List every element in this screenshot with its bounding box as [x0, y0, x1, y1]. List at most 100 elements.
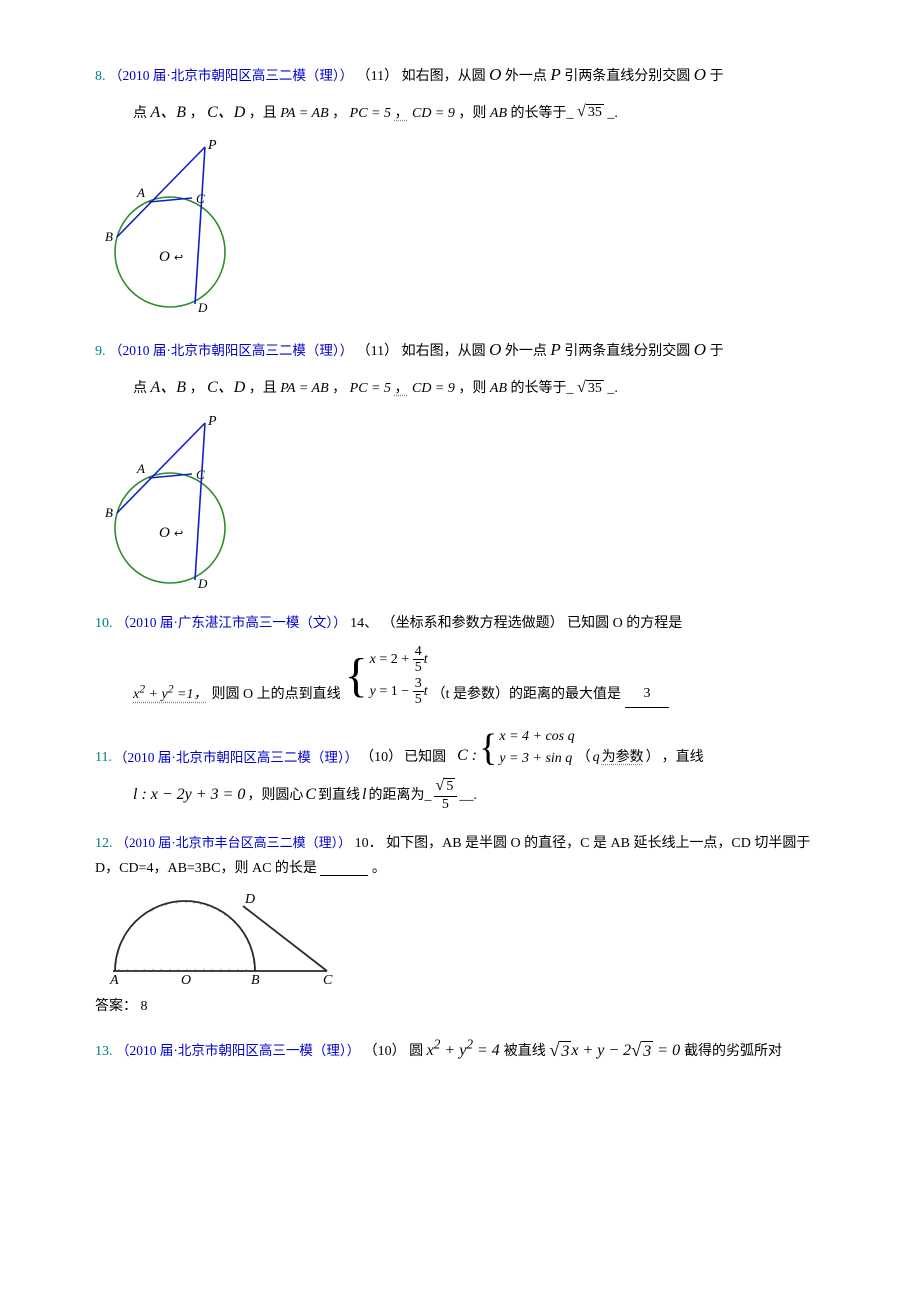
svg-text:D: D [244, 892, 255, 907]
problem-11-line2: l : x − 2y + 3 = 0 ，则圆心 C 到直线 l 的距离为_ √5… [95, 778, 830, 812]
svg-text:↩: ↩ [174, 528, 183, 540]
problem-12-answer: 答案： 8 [95, 994, 830, 1019]
text: ，且 [249, 381, 277, 396]
var-C: C [305, 781, 316, 810]
problem-8: 8. （2010 届·北京市朝阳区高三二模（理）） （11） 如右图，从圆 O … [95, 60, 830, 317]
text: 。 [372, 861, 386, 876]
text: ，且 [249, 106, 277, 121]
problem-9: 9. （2010 届·北京市朝阳区高三二模（理）） （11） 如右图，从圆 O … [95, 335, 830, 592]
text: 为参数 [602, 745, 644, 770]
answer-blank [320, 861, 368, 876]
problem-source: （2010 届·北京市丰台区高三二模（理）） [116, 835, 351, 850]
var-O: O [489, 65, 501, 84]
var-O: O [489, 340, 501, 359]
eq-CD: CD = 9 [412, 381, 455, 396]
svg-text:B: B [105, 505, 113, 520]
eq-PA-AB: PA = AB [280, 381, 328, 396]
text: _. [607, 106, 618, 121]
param-q: q [593, 745, 600, 770]
circle-secants-svg: P A B C D O ↩ [95, 413, 255, 593]
svg-text:A: A [136, 185, 145, 200]
svg-text:C: C [323, 973, 333, 986]
question-number: 10． [355, 836, 383, 851]
question-number: 14、 [350, 616, 378, 631]
problem-12-line1: 12. （2010 届·北京市丰台区高三二模（理）） 10． 如下图，AB 是半… [95, 831, 830, 881]
text: ， [332, 106, 346, 121]
parametric-line-system: { x = 2 + 45t y = 1 − 35t [345, 644, 428, 708]
var-AB: AB [490, 106, 507, 121]
problem-source: （2010 届·北京市朝阳区高三二模（理）） [109, 68, 353, 83]
text: 于 [710, 344, 724, 359]
text: 则圆 O 上的点到直线 [212, 682, 341, 707]
problem-number: 9. [95, 344, 106, 359]
problem-11: 11. （2010 届·北京市朝阳区高三二模（理）） （10） 已知圆 C : … [95, 726, 830, 813]
text: ， [190, 381, 204, 396]
text: 点 [133, 106, 147, 121]
text: 如右图，从圆 [402, 69, 486, 84]
text: __. [459, 783, 477, 808]
text: 的距离为_ [369, 783, 432, 808]
question-number: （11） [357, 69, 398, 84]
question-number: （11） [357, 344, 398, 359]
text: 外一点 [505, 69, 551, 84]
problem-8-line2: 点 A、B ， C、D ，且 PA = AB ， PC = 5 ， CD = 9… [95, 99, 830, 128]
text: ，则 [458, 106, 486, 121]
points-CD: C、D [207, 379, 245, 396]
answer-value: 8 [141, 999, 148, 1014]
points-AB: A、B [151, 379, 187, 396]
figure-circle-secants-9: P A B C D O ↩ [95, 413, 830, 593]
text: ，则 [458, 381, 486, 396]
svg-text:↩: ↩ [174, 252, 183, 264]
text: 圆 [409, 1044, 423, 1059]
svg-text:A: A [109, 973, 119, 986]
answer-sqrt35: √35 [577, 104, 604, 122]
eq-PC: PC = 5 [350, 381, 391, 396]
svg-text:C: C [196, 191, 205, 206]
answer-blank: 3 [625, 681, 669, 707]
var-O: O [694, 340, 706, 359]
question-number: （10） [360, 745, 402, 770]
topic-tag: （坐标系和参数方程选做题） [382, 616, 564, 631]
svg-text:O: O [181, 973, 191, 986]
problem-13: 13. （2010 届·北京市朝阳区高三一模（理）） （10） 圆 x2 + y… [95, 1037, 830, 1066]
text: ，则圆心 [247, 783, 303, 808]
semicircle-svg: A O B C D [95, 891, 345, 986]
answer-label: 答案： [95, 999, 137, 1014]
eq-line: √3x + y − 2√3 = 0 [549, 1042, 684, 1059]
text: ， [190, 106, 204, 121]
text: 外一点 [505, 344, 551, 359]
svg-text:D: D [197, 300, 208, 315]
text: 引两条直线分别交圆 [564, 69, 690, 84]
points-AB: A、B [151, 104, 187, 121]
problem-source: （2010 届·北京市朝阳区高三二模（理）） [109, 343, 353, 358]
problem-number: 10. [95, 616, 113, 631]
problem-source: （2010 届·北京市朝阳区高三一模（理）） [116, 1043, 360, 1058]
text: ， [394, 106, 408, 121]
problem-8-line1: 8. （2010 届·北京市朝阳区高三二模（理）） （11） 如右图，从圆 O … [95, 60, 830, 91]
text: （ [577, 745, 591, 770]
var-P: P [550, 340, 560, 359]
text: 的长等于_ [511, 106, 574, 121]
text: ） [646, 745, 660, 770]
var-O: O [694, 65, 706, 84]
text: _. [607, 381, 618, 396]
svg-text:P: P [207, 414, 217, 429]
text: ， [394, 381, 408, 396]
text: 点 [133, 381, 147, 396]
text: ，直线 [662, 745, 704, 770]
eq-PA-AB: PA = AB [280, 106, 328, 121]
problem-number: 13. [95, 1044, 113, 1059]
text: 被直线 [504, 1044, 546, 1059]
text: ， [332, 381, 346, 396]
problem-number: 12. [95, 836, 113, 851]
svg-text:P: P [207, 138, 217, 153]
problem-11-line1: 11. （2010 届·北京市朝阳区高三二模（理）） （10） 已知圆 C : … [95, 726, 830, 771]
parametric-circle-system: { x = 4 + cos q y = 3 + sin q [479, 726, 575, 771]
var-l: l [362, 781, 366, 810]
problem-number: 8. [95, 69, 106, 84]
question-number: （10） [364, 1044, 406, 1059]
problem-source: （2010 届·广东湛江市高三一模（文）） [116, 615, 347, 630]
eq-circle: x2 + y2 = 4 [427, 1042, 504, 1059]
svg-text:O: O [159, 249, 170, 265]
problem-10: 10. （2010 届·广东湛江市高三一模（文）） 14、 （坐标系和参数方程选… [95, 611, 830, 708]
